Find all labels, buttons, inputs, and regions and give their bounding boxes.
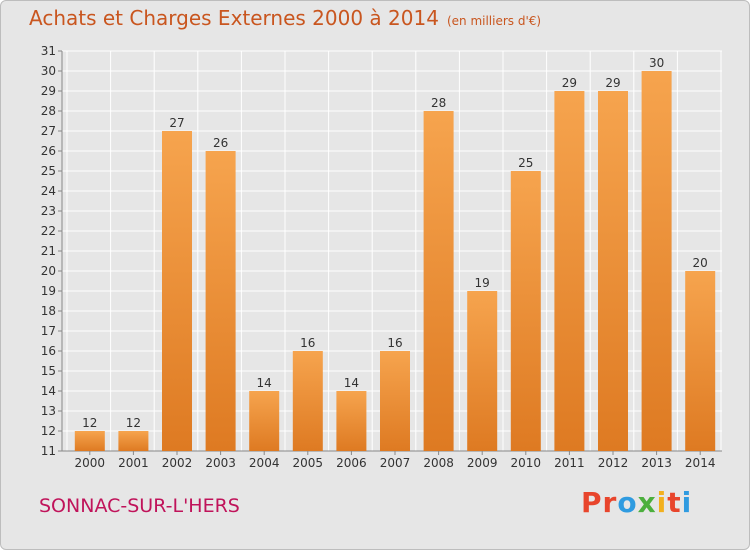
y-tick-label: 13 (41, 404, 56, 418)
y-tick-label: 11 (41, 444, 56, 458)
y-tick-label: 21 (41, 244, 56, 258)
x-tick-label-2008: 2008 (423, 456, 454, 470)
bar-2007 (380, 351, 410, 451)
data-label-2008: 28 (431, 96, 446, 110)
y-tick-label: 23 (41, 204, 56, 218)
y-tick-label: 30 (41, 64, 56, 78)
data-label-2002: 27 (169, 116, 184, 130)
y-tick-label: 28 (41, 104, 56, 118)
y-tick-label: 16 (41, 344, 56, 358)
bar-2009 (467, 291, 498, 451)
chart-title-text: Achats et Charges Externes 2000 à 2014 (29, 6, 439, 30)
bar-2014 (685, 271, 716, 451)
brand-letter: t (667, 486, 682, 519)
data-label-2001: 12 (126, 416, 141, 430)
y-tick-label: 25 (41, 164, 56, 178)
brand-letter: r (602, 486, 618, 519)
data-label-2011: 29 (562, 76, 577, 90)
bar-2012 (598, 91, 628, 451)
bar-2010 (510, 171, 541, 451)
x-tick-label-2004: 2004 (249, 456, 280, 470)
brand-letter: i (656, 486, 668, 519)
town-name: SONNAC-SUR-L'HERS (39, 495, 240, 517)
y-tick-label: 20 (41, 264, 56, 278)
x-tick-label-2010: 2010 (511, 456, 542, 470)
bar-2000 (74, 431, 105, 451)
data-label-2006: 14 (344, 376, 359, 390)
x-tick-label-2011: 2011 (554, 456, 585, 470)
bar-2008 (423, 111, 454, 451)
chart-unit: (en milliers d'€) (446, 14, 542, 28)
bar-2005 (292, 351, 323, 451)
data-label-2007: 16 (387, 336, 402, 350)
y-tick-label: 17 (41, 324, 56, 338)
brand-letter: P (581, 486, 603, 519)
x-tick-label-2012: 2012 (598, 456, 629, 470)
y-tick-label: 15 (41, 364, 56, 378)
brand-letter: x (637, 486, 657, 519)
proxiti-logo[interactable]: Proxiti (581, 486, 692, 519)
data-label-2003: 26 (213, 136, 228, 150)
brand-letter: o (617, 486, 638, 519)
x-tick-label-2009: 2009 (467, 456, 498, 470)
x-tick-label-2013: 2013 (641, 456, 672, 470)
y-tick-label: 29 (41, 84, 56, 98)
x-tick-label-2007: 2007 (380, 456, 411, 470)
bar-2004 (249, 391, 280, 451)
x-tick-label-2001: 2001 (118, 456, 149, 470)
y-tick-label: 24 (41, 184, 56, 198)
y-tick-label: 19 (41, 284, 56, 298)
data-label-2005: 16 (300, 336, 315, 350)
data-labels: 12 12 27 26 14 16 14 16 28 19 25 29 29 30 20 (82, 56, 708, 430)
x-tick-label-2006: 2006 (336, 456, 367, 470)
axes: 11 12 13 14 15 16 17 18 19 20 21 22 23 24 25 26 27 28 29 30… (41, 44, 722, 470)
data-label-2000: 12 (82, 416, 97, 430)
brand-letter: i (681, 486, 693, 519)
data-label-2010: 25 (518, 156, 533, 170)
bar-2013 (641, 71, 672, 451)
bar-2006 (336, 391, 367, 451)
x-tick-label-2005: 2005 (293, 456, 324, 470)
y-tick-label: 14 (41, 384, 56, 398)
y-tick-label: 26 (41, 144, 56, 158)
data-label-2014: 20 (693, 256, 708, 270)
bar-2003 (205, 151, 236, 451)
data-label-2004: 14 (257, 376, 272, 390)
y-tick-label: 18 (41, 304, 56, 318)
bar-2001 (118, 431, 149, 451)
data-label-2009: 19 (475, 276, 490, 290)
y-tick-label: 22 (41, 224, 56, 238)
x-tick-label-2014: 2014 (685, 456, 716, 470)
y-tick-label: 31 (41, 44, 56, 58)
bar-2002 (162, 131, 192, 451)
y-tick-label: 27 (41, 124, 56, 138)
bars (74, 71, 716, 451)
data-label-2012: 29 (605, 76, 620, 90)
data-label-2013: 30 (649, 56, 664, 70)
x-tick-label-2003: 2003 (205, 456, 236, 470)
chart-title: Achats et Charges Externes 2000 à 2014 (e… (29, 6, 541, 30)
y-tick-label: 12 (41, 424, 56, 438)
x-tick-label-2000: 2000 (75, 456, 106, 470)
x-tick-label-2002: 2002 (162, 456, 193, 470)
bar-2011 (554, 91, 585, 451)
